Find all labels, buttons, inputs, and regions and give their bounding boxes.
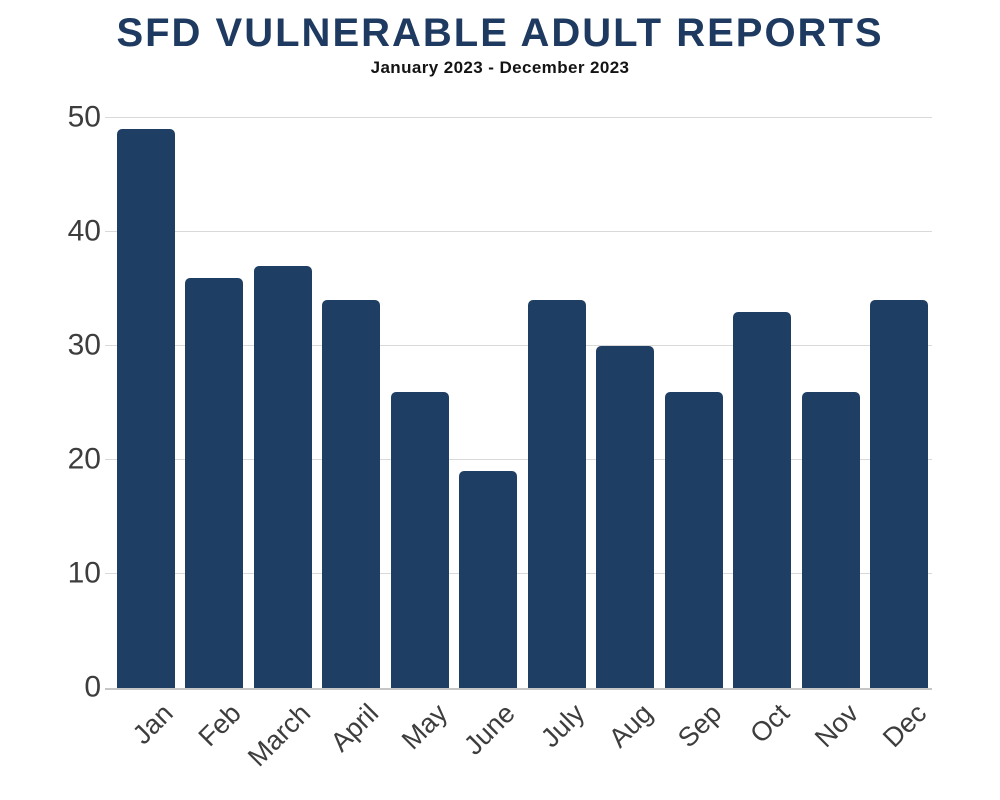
y-tick-label-30: 30 (67, 328, 101, 362)
x-tick-label-dec: Dec (877, 698, 933, 754)
x-tick-label-april: April (324, 698, 385, 758)
x-axis-line (105, 688, 932, 690)
x-tick-label-feb: Feb (193, 698, 248, 753)
y-tick-label-0: 0 (84, 670, 101, 704)
y-tick-label-10: 10 (67, 556, 101, 590)
gridline-30 (105, 345, 932, 346)
x-tick-label-aug: Aug (603, 698, 659, 754)
bar-july (527, 300, 586, 688)
chart-page: SFD VULNERABLE ADULT REPORTS January 202… (0, 10, 1000, 800)
chart-title: SFD VULNERABLE ADULT REPORTS (116, 11, 884, 55)
plot-area (105, 117, 932, 690)
bar-oct (733, 311, 792, 688)
x-tick-label-july: July (535, 698, 591, 754)
x-tick-label-nov: Nov (809, 698, 865, 754)
x-tick-label-sep: Sep (672, 698, 728, 754)
x-tick-label-may: May (395, 698, 454, 756)
gridline-20 (105, 459, 932, 460)
bar-chart: 0 10 20 30 40 50 Jan Feb March April May June July A… (0, 78, 1000, 796)
gridline-10 (105, 573, 932, 574)
bar-nov (801, 391, 860, 688)
bar-jan (117, 129, 175, 688)
gridline-40 (105, 231, 932, 232)
x-tick-label-jan: Jan (127, 698, 180, 751)
bar-aug (596, 346, 655, 688)
bar-feb (185, 277, 244, 688)
x-tick-label-june: June (458, 698, 522, 761)
y-tick-label-20: 20 (67, 442, 101, 476)
gridline-50 (105, 117, 932, 118)
y-tick-label-50: 50 (67, 100, 101, 134)
x-tick-label-march: March (241, 698, 317, 773)
y-tick-label-40: 40 (67, 214, 101, 248)
bar-march (253, 266, 312, 688)
bars-layer (105, 118, 932, 688)
bar-june (459, 471, 518, 688)
bar-dec (869, 300, 928, 688)
chart-subtitle: January 2023 - December 2023 (370, 58, 630, 77)
x-tick-label-oct: Oct (744, 698, 796, 749)
bar-april (322, 300, 381, 688)
gridlines-layer (105, 117, 932, 688)
bar-may (390, 391, 449, 688)
bar-sep (664, 391, 723, 688)
